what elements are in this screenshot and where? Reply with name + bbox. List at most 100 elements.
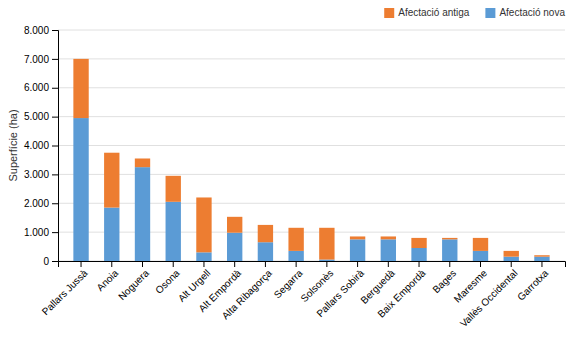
x-tick: Pallars Sobirà [314, 261, 366, 319]
legend-item: Afectació antiga [384, 7, 470, 18]
x-tick-mark [449, 261, 450, 267]
x-tick-mark [480, 261, 481, 267]
x-tick-mark [296, 261, 297, 267]
y-tick: 5.000 [24, 111, 58, 122]
grid-line [58, 116, 565, 117]
x-tick: Baix Empordà [375, 261, 427, 320]
grid-line [58, 87, 565, 88]
series [73, 59, 549, 260]
bar [350, 236, 365, 239]
bar [534, 255, 549, 256]
grid-line [58, 174, 565, 175]
y-tick-label: 2.000 [24, 198, 49, 209]
bar [411, 238, 426, 248]
x-tick: Anoia [94, 261, 120, 293]
bar [381, 236, 396, 239]
y-tick-label: 7.000 [24, 54, 49, 65]
y-tick: 1.000 [24, 227, 58, 238]
bar [73, 59, 88, 118]
x-tick-mark [173, 261, 174, 267]
y-tick-mark [52, 203, 58, 204]
y-tick-label: 0 [43, 256, 49, 267]
bar [227, 217, 242, 233]
bar [288, 251, 303, 261]
chart: 0 1.000 2.000 3.000 4.000 5.000 6.000 7.000 8.00… [0, 0, 580, 339]
x-tick-label: Baix Empordà [375, 267, 427, 319]
x-tick: Vallès Occidental [458, 261, 520, 329]
x-tick: Osona [153, 261, 182, 296]
y-tick-label: 6.000 [24, 82, 49, 93]
x-tick-label: Pallars Sobirà [314, 267, 366, 319]
grid-line [58, 145, 565, 146]
x-axis: Pallars JussàAnoiaNogueraOsonaAlt Urgell… [40, 261, 566, 329]
bar [473, 238, 488, 251]
bar [73, 118, 88, 261]
grid-line [58, 203, 565, 204]
x-tick-mark [357, 261, 358, 267]
x-tick-label: Bages [430, 267, 458, 295]
y-tick: 8.000 [24, 25, 58, 36]
bar [350, 239, 365, 261]
y-tick-mark [52, 261, 58, 262]
bar [227, 233, 242, 261]
bar [135, 158, 150, 167]
y-tick: 4.000 [24, 140, 58, 151]
bar [319, 260, 334, 261]
y-tick-label: 1.000 [24, 227, 49, 238]
y-tick-mark [52, 59, 58, 60]
x-tick-mark [265, 261, 266, 267]
y-tick-mark [52, 30, 58, 31]
bars [73, 59, 549, 261]
x-tick-mark [541, 261, 542, 267]
legend-swatch [384, 8, 394, 18]
x-tick-label: Noguera [116, 267, 151, 302]
bar [442, 239, 457, 261]
bar [473, 251, 488, 261]
y-tick-mark [52, 88, 58, 89]
x-tick-label: Pallars Jussà [40, 267, 90, 317]
legend-swatch [485, 8, 495, 18]
legend-label: Afectació antiga [398, 7, 470, 18]
x-tick: Alta Ribagorça [220, 261, 274, 322]
x-tick-label: Garrotxa [515, 267, 551, 303]
x-tick-mark [81, 261, 82, 267]
bar [288, 228, 303, 251]
bar [258, 225, 273, 242]
x-tick: Bages [430, 261, 458, 295]
bar [104, 153, 119, 208]
x-tick-mark [234, 261, 235, 267]
x-tick-label: Osona [153, 267, 182, 296]
series [73, 118, 549, 261]
x-tick-mark [326, 261, 327, 267]
y-tick-label: 8.000 [24, 25, 49, 36]
y-axis: 0 1.000 2.000 3.000 4.000 5.000 6.000 7.000 8.00… [24, 25, 59, 267]
x-tick-mark [511, 261, 512, 267]
grid [58, 30, 565, 261]
x-tick-label: Anoia [94, 267, 120, 293]
bar [196, 197, 211, 252]
y-tick-label: 4.000 [24, 140, 49, 151]
y-axis-line [52, 31, 59, 262]
legend-label: Afectació nova [499, 7, 565, 18]
y-tick-label: 3.000 [24, 169, 49, 180]
x-tick: Garrotxa [515, 261, 551, 303]
bar [166, 202, 181, 261]
y-tick-mark [52, 117, 58, 118]
plot: 0 1.000 2.000 3.000 4.000 5.000 6.000 7.000 8.00… [24, 25, 566, 330]
y-tick: 2.000 [24, 198, 58, 209]
y-tick: 7.000 [24, 54, 58, 65]
bar [135, 167, 150, 261]
grid-line [58, 232, 565, 233]
bar [442, 238, 457, 239]
y-tick-mark [52, 146, 58, 147]
bar [166, 176, 181, 202]
bar [381, 239, 396, 261]
y-axis-title: Superfície (ha) [7, 109, 19, 181]
bar [319, 228, 334, 260]
bar [504, 251, 519, 257]
bar [411, 248, 426, 261]
bar [534, 257, 549, 261]
legend-item: Afectació nova [485, 7, 565, 18]
y-tick-label: 5.000 [24, 111, 49, 122]
y-tick-mark [52, 232, 58, 233]
